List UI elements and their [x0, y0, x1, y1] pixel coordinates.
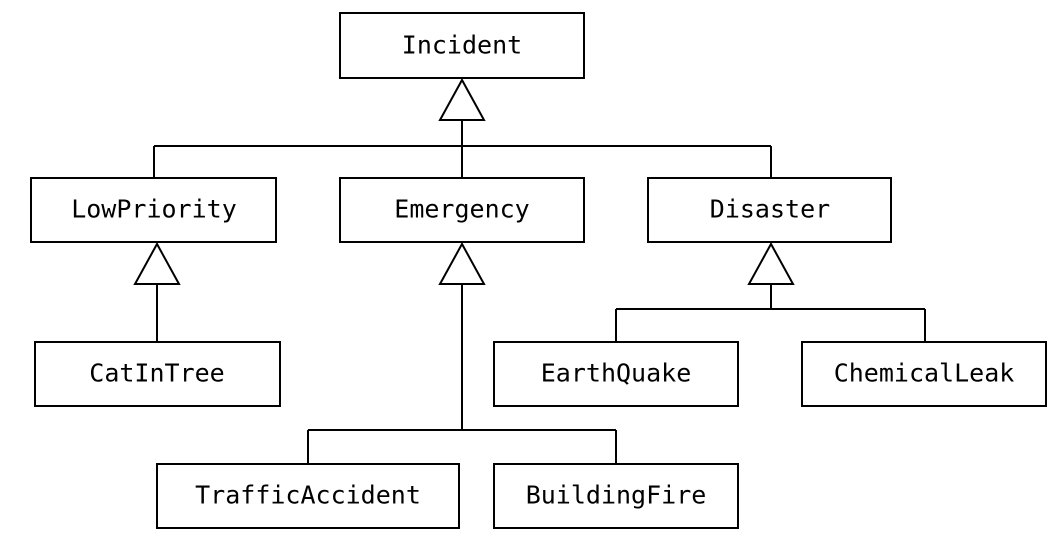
- class-trafficaccident: TrafficAccident: [156, 463, 460, 529]
- inheritance-arrowhead-icon: [747, 241, 795, 285]
- inheritance-arrowhead-icon: [438, 241, 486, 285]
- class-buildingfire-label: BuildingFire: [526, 481, 707, 510]
- generalization-emergency: [307, 241, 617, 464]
- class-catintree: CatInTree: [34, 341, 281, 407]
- class-chemicalleak-label: ChemicalLeak: [834, 359, 1015, 388]
- class-lowpriority-label: LowPriority: [71, 195, 237, 224]
- class-disaster-label: Disaster: [710, 195, 830, 224]
- class-earthquake: EarthQuake: [493, 341, 739, 407]
- inheritance-arrowhead-icon: [133, 241, 181, 285]
- class-catintree-label: CatInTree: [89, 359, 224, 388]
- generalization-incident: [153, 77, 772, 178]
- class-emergency: Emergency: [339, 177, 585, 243]
- class-emergency-label: Emergency: [394, 195, 529, 224]
- inheritance-arrowhead-icon: [438, 77, 486, 121]
- class-trafficaccident-label: TrafficAccident: [195, 481, 421, 510]
- class-earthquake-label: EarthQuake: [541, 359, 692, 388]
- class-chemicalleak: ChemicalLeak: [801, 341, 1047, 407]
- class-incident-label: Incident: [402, 31, 522, 60]
- class-buildingfire: BuildingFire: [493, 463, 739, 529]
- generalization-lowpriority: [133, 241, 181, 342]
- class-disaster: Disaster: [647, 177, 892, 243]
- class-incident: Incident: [339, 12, 585, 79]
- class-lowpriority: LowPriority: [30, 177, 277, 243]
- generalization-disaster: [615, 241, 926, 342]
